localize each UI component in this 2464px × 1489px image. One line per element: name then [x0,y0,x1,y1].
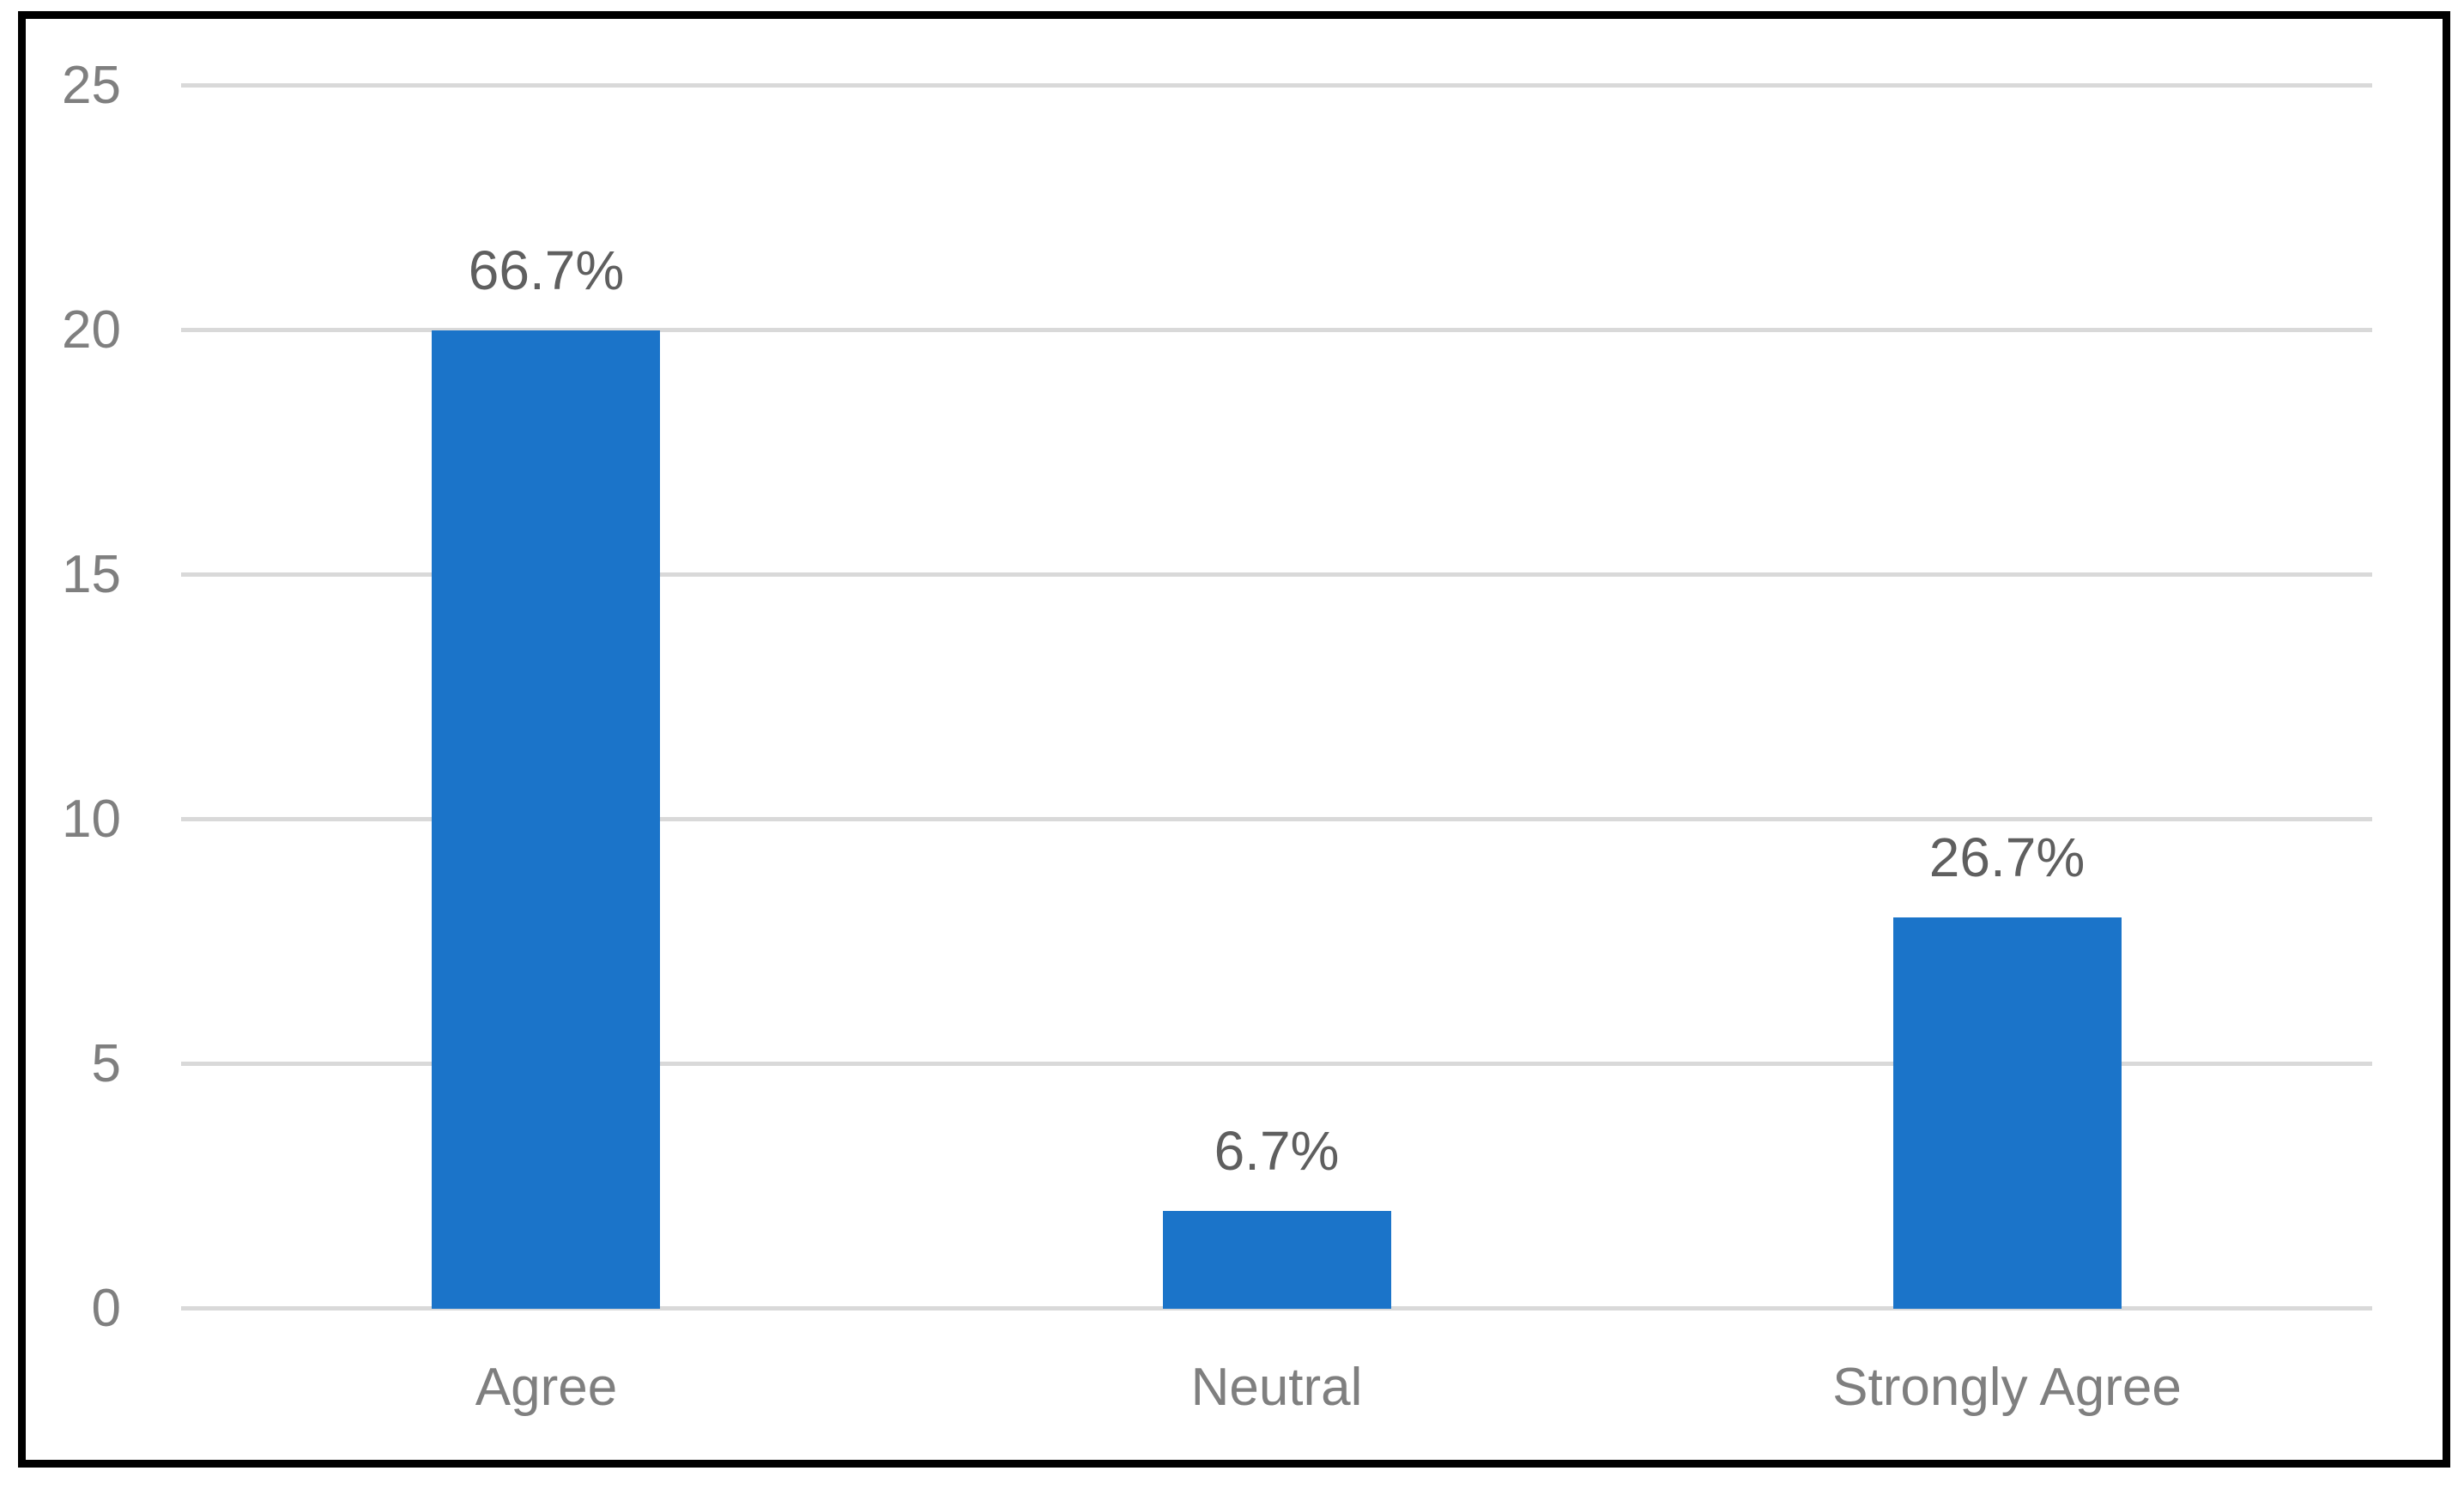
gridline-y-5 [181,1062,2372,1066]
gridline-y-20 [181,328,2372,332]
bar-neutral [1162,1211,1391,1309]
y-axis-tick-label: 0 [91,1279,121,1338]
y-axis-tick-label: 10 [62,790,121,849]
bar-agree [432,330,661,1309]
chart-border-frame: 0 5 10 15 20 25 66.7% Agree 6.7% Neutral 26.7% Stro… [18,11,2450,1468]
x-axis-category-label: Agree [475,1358,618,1417]
y-axis-tick-label: 15 [62,545,121,604]
data-label: 6.7% [1214,1120,1340,1182]
x-axis-category-label: Strongly Agree [1832,1358,2182,1417]
bar-strongly-agree [1892,917,2122,1309]
y-axis-tick-label: 25 [62,56,121,115]
gridline-y-10 [181,817,2372,821]
plot-area: 0 5 10 15 20 25 66.7% Agree 6.7% Neutral 26.7% Stro… [62,56,2372,1417]
y-axis-tick-label: 5 [91,1034,121,1093]
data-label: 26.7% [1928,826,2086,888]
gridline-y-25 [181,83,2372,88]
gridline-y-15 [181,572,2372,577]
y-axis-tick-label: 20 [62,300,121,360]
x-axis-category-label: Neutral [1190,1358,1363,1417]
data-label: 66.7% [468,239,625,301]
